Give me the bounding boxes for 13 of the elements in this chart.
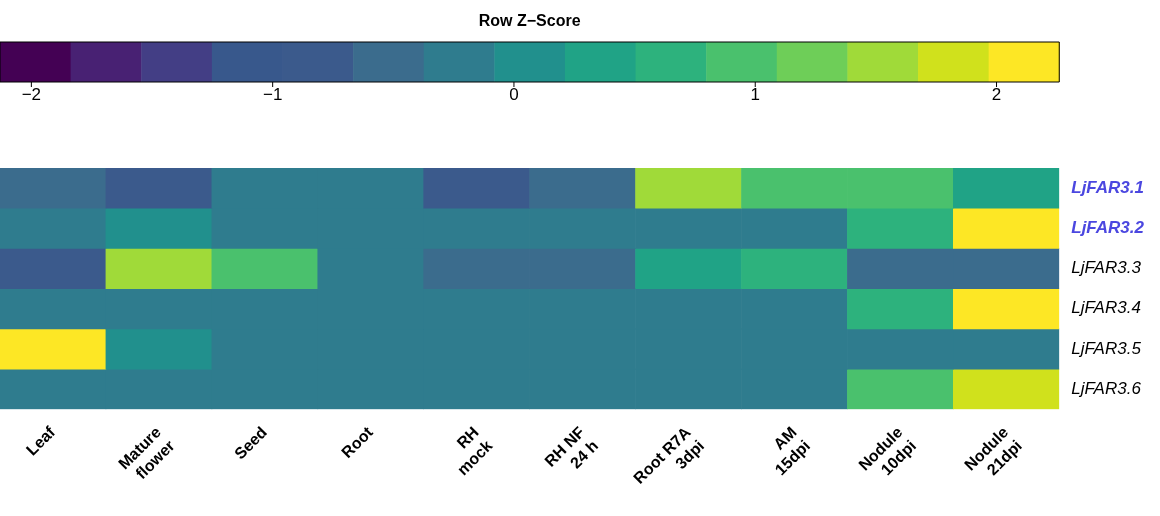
y-tick-label: LjFAR3.6 [1071,378,1142,398]
color-bar-label: −2 [21,85,42,105]
color-bar-label: −1 [262,85,283,105]
y-tick-label: LjFAR3.3 [1071,258,1142,278]
y-tick-label: LjFAR3.1 [1071,177,1145,197]
color-bar-label: 0 [509,85,519,105]
y-tick-label: LjFAR3.5 [1071,338,1142,358]
color-bar-label: 1 [750,85,760,105]
y-tick-label: LjFAR3.2 [1071,218,1145,238]
x-tick-label: RH NF 24 h [541,423,602,472]
y-tick-label: LjFAR3.4 [1071,298,1141,318]
color-bar-title: Row Z−Score [478,12,581,29]
color-bar-label: 2 [991,85,1002,105]
